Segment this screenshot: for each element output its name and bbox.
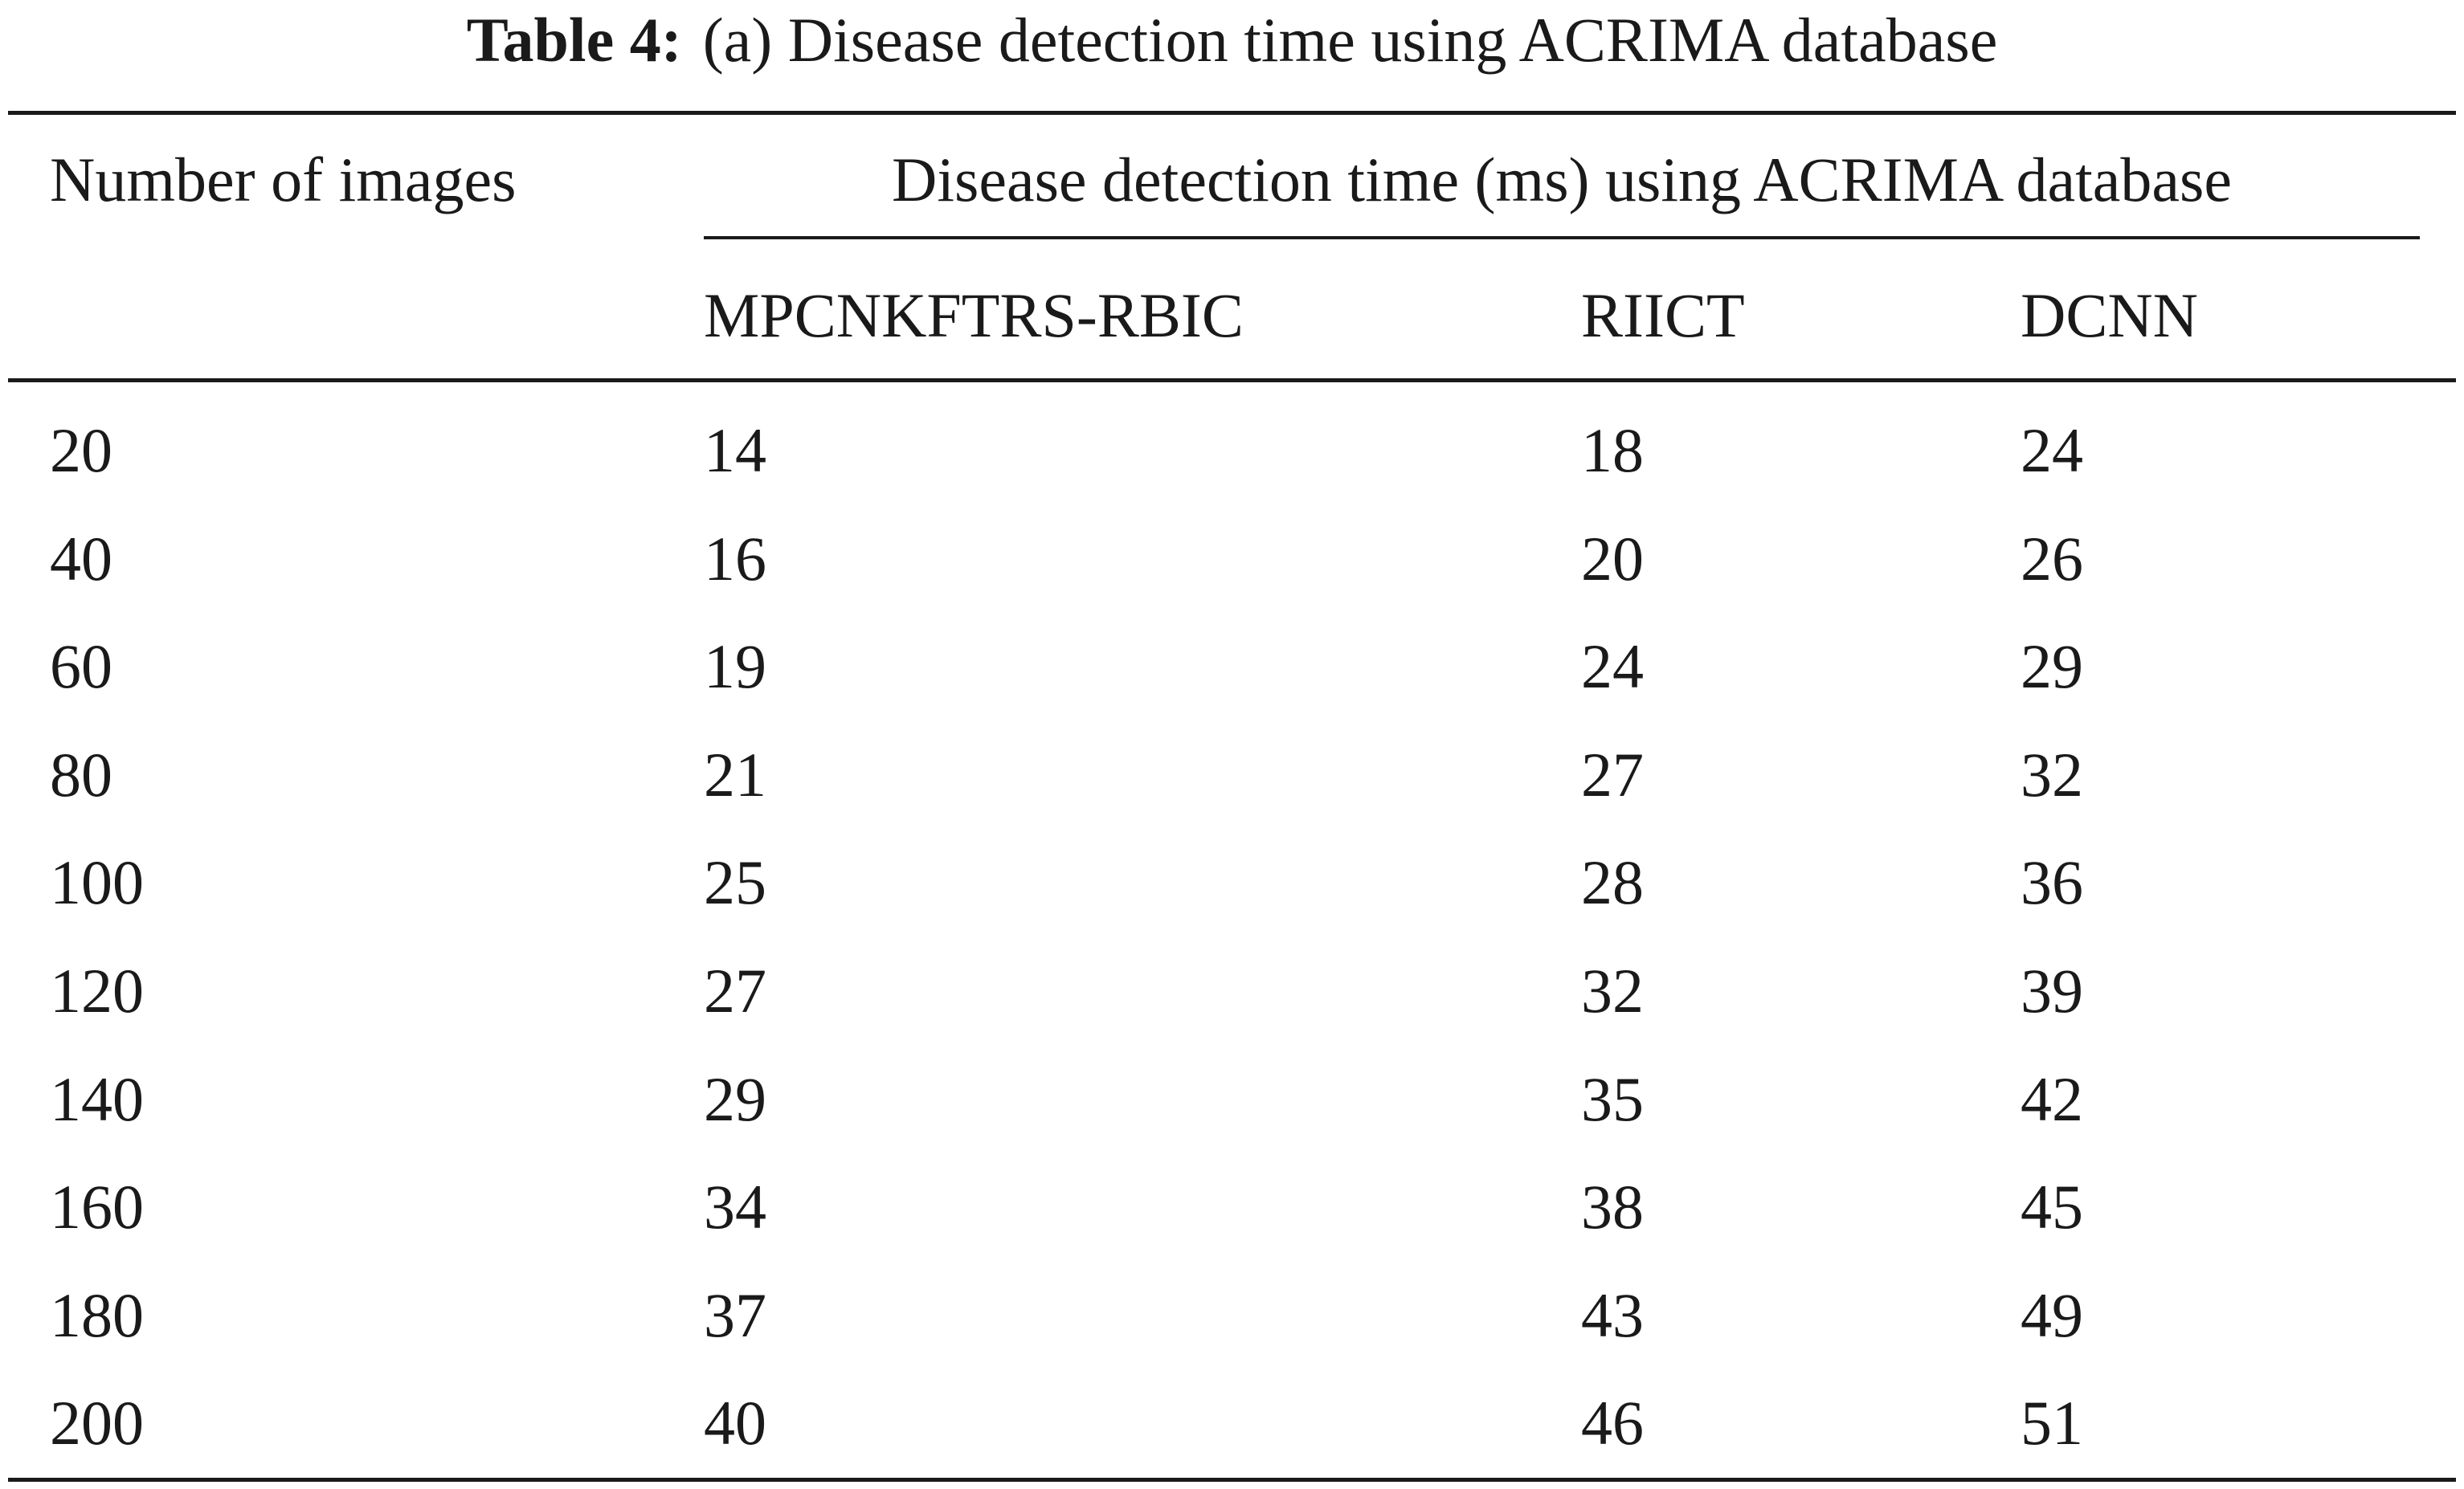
cell-mpcnkftrs-rbic: 27 [704, 956, 766, 1026]
cell-mpcnkftrs-rbic: 29 [704, 1064, 766, 1134]
cell-dcnn: 29 [2021, 631, 2083, 701]
cell-mpcnkftrs-rbic: 40 [704, 1388, 766, 1458]
cell-number-of-images: 80 [50, 740, 112, 810]
cell-mpcnkftrs-rbic: 14 [704, 415, 766, 485]
cell-number-of-images: 100 [50, 847, 144, 917]
cell-number-of-images: 40 [50, 524, 112, 594]
column-header-mpcnkftrs-rbic: MPCNKFTRS-RBIC [704, 280, 1244, 350]
cell-dcnn: 32 [2021, 740, 2083, 810]
bottom-rule [8, 1478, 2456, 1482]
cell-riict: 18 [1581, 415, 1644, 485]
cell-number-of-images: 180 [50, 1280, 144, 1350]
cell-riict: 38 [1581, 1172, 1644, 1242]
cell-riict: 24 [1581, 631, 1644, 701]
column-header-dcnn: DCNN [2021, 280, 2199, 350]
cell-mpcnkftrs-rbic: 19 [704, 631, 766, 701]
header-rule [8, 378, 2456, 382]
cell-dcnn: 24 [2021, 415, 2083, 485]
cell-dcnn: 26 [2021, 524, 2083, 594]
cell-riict: 46 [1581, 1388, 1644, 1458]
cell-number-of-images: 160 [50, 1172, 144, 1242]
cell-riict: 32 [1581, 956, 1644, 1026]
cell-mpcnkftrs-rbic: 37 [704, 1280, 766, 1350]
cell-number-of-images: 60 [50, 631, 112, 701]
cell-number-of-images: 20 [50, 415, 112, 485]
cell-mpcnkftrs-rbic: 16 [704, 524, 766, 594]
cell-number-of-images: 120 [50, 956, 144, 1026]
cell-riict: 20 [1581, 524, 1644, 594]
cell-riict: 28 [1581, 847, 1644, 917]
top-rule [8, 111, 2456, 115]
row-header: Number of images [50, 145, 517, 214]
cell-dcnn: 39 [2021, 956, 2083, 1026]
cell-riict: 43 [1581, 1280, 1644, 1350]
cell-mpcnkftrs-rbic: 25 [704, 847, 766, 917]
column-header-riict: RIICT [1581, 280, 1745, 350]
cell-riict: 27 [1581, 740, 1644, 810]
group-header: Disease detection time (ms) using ACRIMA… [891, 145, 2232, 214]
cell-riict: 35 [1581, 1064, 1644, 1134]
cell-dcnn: 42 [2021, 1064, 2083, 1134]
cell-mpcnkftrs-rbic: 34 [704, 1172, 766, 1242]
table-caption: Table 4: (a) Disease detection time using… [0, 0, 2464, 80]
cell-number-of-images: 200 [50, 1388, 144, 1458]
cell-dcnn: 49 [2021, 1280, 2083, 1350]
cell-mpcnkftrs-rbic: 21 [704, 740, 766, 810]
caption-label: Table 4: [466, 5, 682, 75]
cell-dcnn: 51 [2021, 1388, 2083, 1458]
cell-dcnn: 36 [2021, 847, 2083, 917]
caption-text: (a) Disease detection time using ACRIMA … [702, 5, 1998, 75]
group-header-rule [704, 236, 2420, 239]
cell-number-of-images: 140 [50, 1064, 144, 1134]
cell-dcnn: 45 [2021, 1172, 2083, 1242]
